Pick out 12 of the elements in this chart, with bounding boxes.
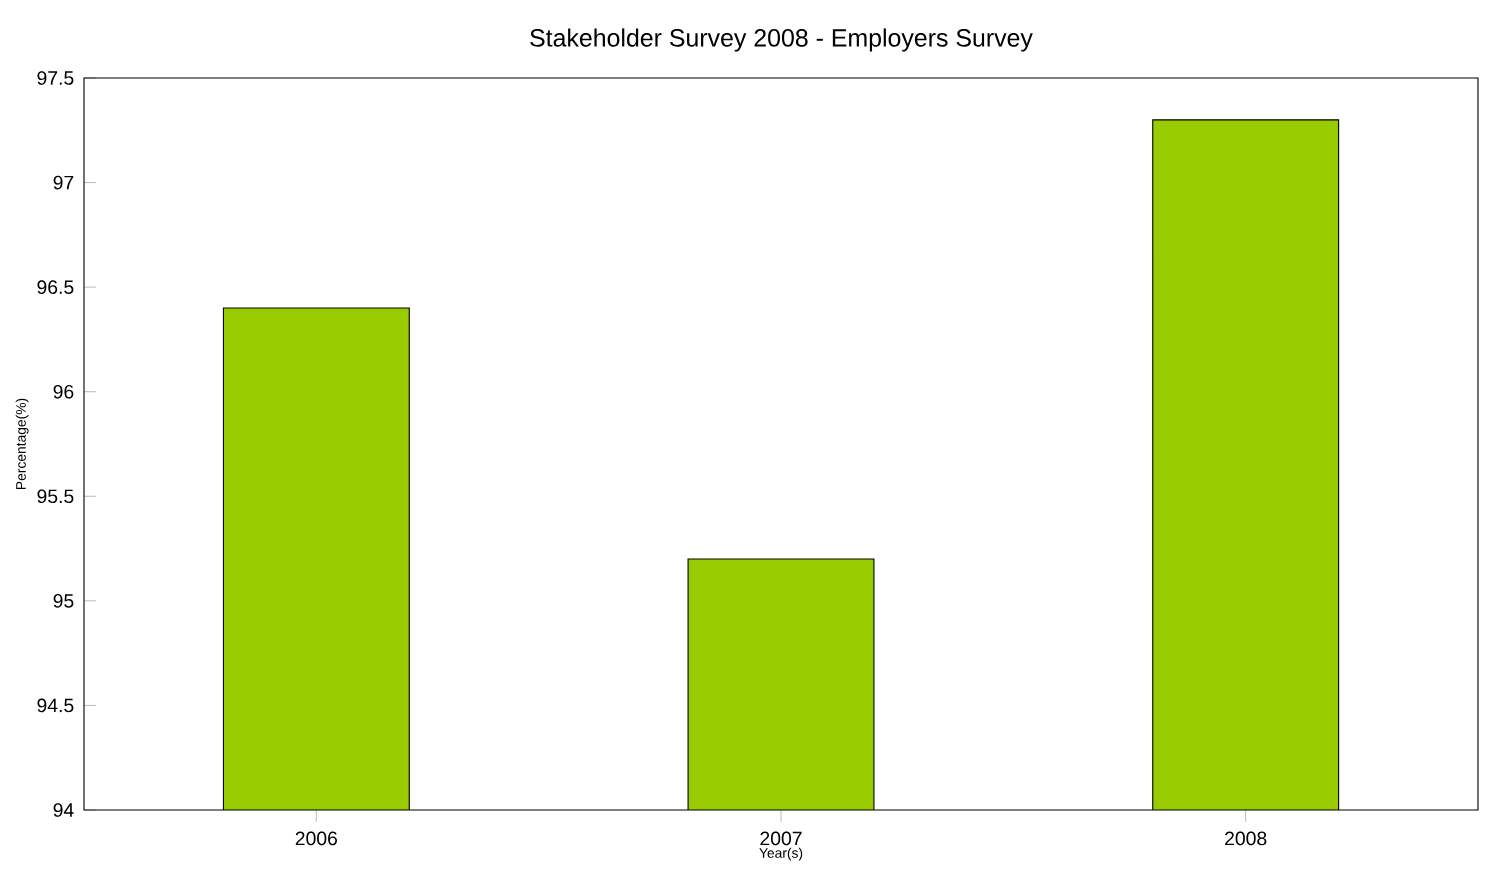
y-tick-label: 97.5 — [37, 71, 74, 85]
y-tick-label: 95 — [53, 594, 74, 608]
chart-title: Stakeholder Survey 2008 - Employers Survey — [530, 28, 1033, 52]
x-tick-label: 2007 — [760, 831, 802, 846]
y-tick-label: 94 — [53, 803, 74, 817]
x-tick-label: 2008 — [1225, 831, 1267, 846]
y-tick-label: 97 — [53, 175, 74, 190]
y-tick-label: 96.5 — [37, 280, 74, 294]
y-tick-label: 95.5 — [37, 489, 74, 504]
y-tick-label: 96 — [53, 384, 74, 399]
x-tick-label: 2006 — [295, 831, 337, 846]
y-tick-label: 94.5 — [37, 698, 74, 713]
